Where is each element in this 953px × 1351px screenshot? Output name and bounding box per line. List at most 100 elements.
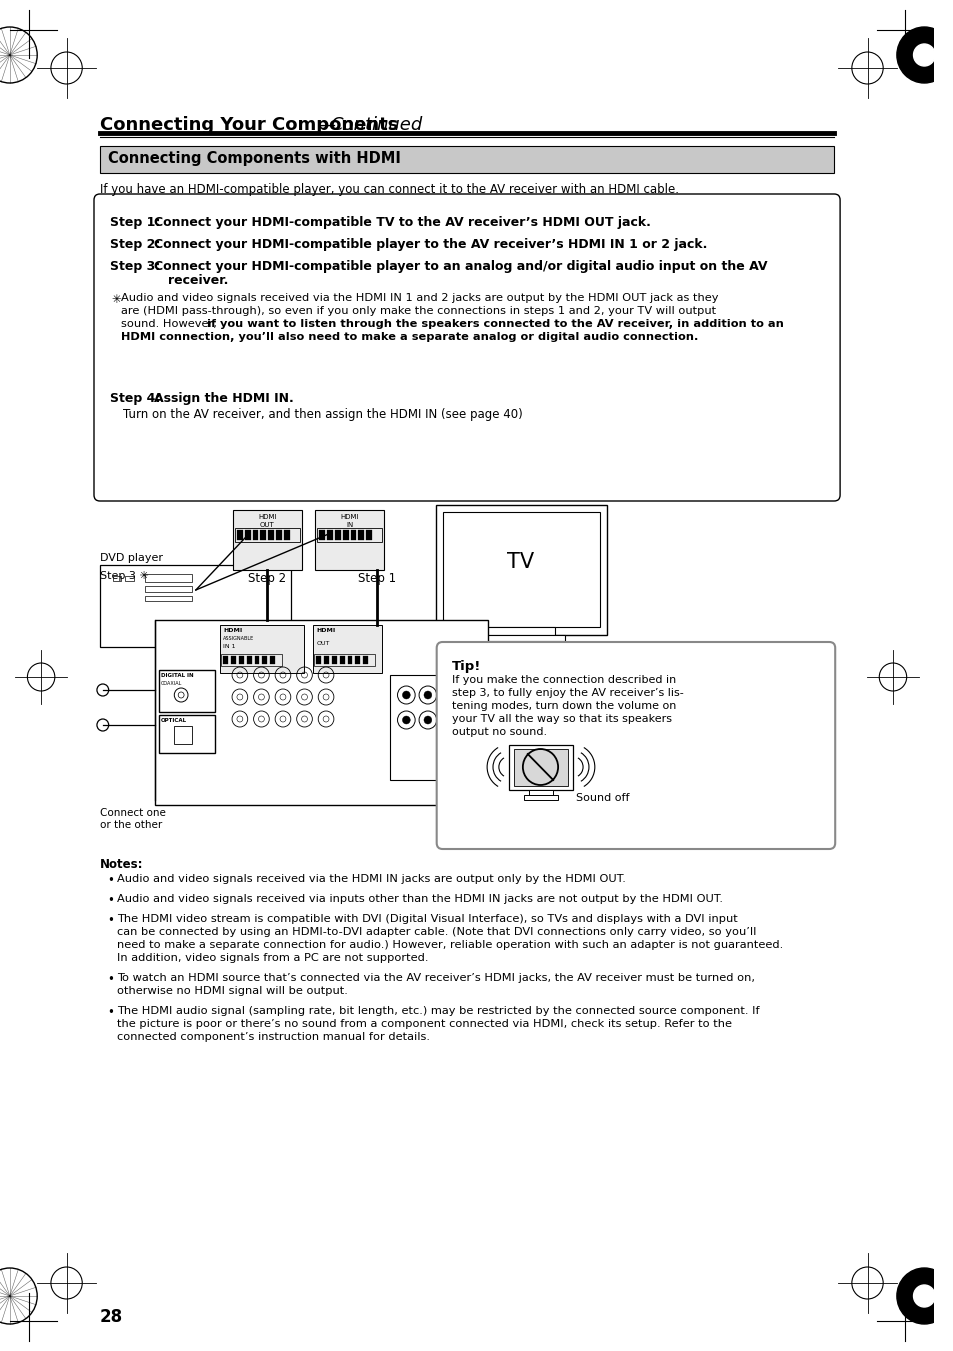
Text: if you want to listen through the speakers connected to the AV receiver, in addi: if you want to listen through the speake… (207, 319, 782, 330)
Circle shape (402, 716, 410, 724)
Text: Audio and video signals received via the HDMI IN 1 and 2 jacks are output by the: Audio and video signals received via the… (121, 293, 719, 303)
Text: OUT: OUT (316, 640, 330, 646)
Text: —: — (317, 116, 335, 134)
Circle shape (423, 690, 432, 698)
Text: the picture is poor or there’s no sound from a component connected via HDMI, che: the picture is poor or there’s no sound … (117, 1019, 732, 1029)
Bar (145, 586, 192, 592)
Text: or the other: or the other (100, 820, 162, 830)
Bar (268, 530, 274, 540)
Bar (245, 530, 251, 540)
Text: Assign the HDMI IN.: Assign the HDMI IN. (153, 392, 294, 405)
Text: Audio and video signals received via inputs other than the HDMI IN jacks are not: Audio and video signals received via inp… (117, 894, 722, 904)
Bar (233, 509, 301, 570)
Text: In addition, video signals from a PC are not supported.: In addition, video signals from a PC are… (117, 952, 429, 963)
Text: sound. However,: sound. However, (121, 319, 221, 330)
Text: ✳: ✳ (112, 293, 121, 305)
Bar (523, 794, 558, 800)
Text: Step 3 ✳: Step 3 ✳ (100, 571, 149, 581)
Bar (339, 657, 344, 663)
Bar (436, 505, 606, 635)
Bar (319, 530, 325, 540)
Text: HDMI: HDMI (340, 513, 358, 520)
Text: DVD player: DVD player (100, 553, 163, 563)
Circle shape (423, 716, 432, 724)
Text: your TV all the way so that its speakers: your TV all the way so that its speakers (452, 713, 672, 724)
Bar (366, 530, 372, 540)
Text: Step 2:: Step 2: (110, 238, 160, 251)
Bar (313, 626, 381, 673)
Bar (317, 528, 381, 542)
Bar (154, 620, 487, 805)
Text: IN 1: IN 1 (223, 644, 235, 648)
Bar (100, 565, 291, 647)
Text: HDMI: HDMI (223, 628, 242, 634)
Text: Connect your HDMI-compatible TV to the AV receiver’s HDMI OUT jack.: Connect your HDMI-compatible TV to the A… (153, 216, 650, 230)
Text: Audio and video signals received via the HDMI IN jacks are output only by the HD: Audio and video signals received via the… (117, 874, 626, 884)
Bar (223, 657, 228, 663)
Bar (363, 657, 368, 663)
Bar (174, 725, 192, 744)
Text: HDMI: HDMI (257, 513, 276, 520)
Text: ASSIGNABLE: ASSIGNABLE (223, 636, 254, 640)
Circle shape (896, 27, 951, 82)
Bar (125, 576, 134, 581)
Circle shape (896, 1269, 951, 1324)
Bar (158, 670, 215, 712)
Text: If you make the connection described in: If you make the connection described in (452, 676, 676, 685)
Text: The HDMI audio signal (sampling rate, bit length, etc.) may be restricted by the: The HDMI audio signal (sampling rate, bi… (117, 1006, 760, 1016)
Text: If you have an HDMI-compatible player, you can connect it to the AV receiver wit: If you have an HDMI-compatible player, y… (100, 182, 679, 196)
Text: Step 1: Step 1 (357, 571, 395, 585)
Text: •: • (108, 915, 114, 927)
FancyBboxPatch shape (94, 195, 840, 501)
Bar (350, 530, 356, 540)
Bar (332, 657, 336, 663)
Text: COAXIAL: COAXIAL (160, 681, 182, 686)
Bar (355, 657, 360, 663)
Bar (347, 657, 352, 663)
Text: The HDMI video stream is compatible with DVI (Digital Visual Interface), so TVs : The HDMI video stream is compatible with… (117, 915, 738, 924)
Bar (270, 657, 274, 663)
Text: HDMI: HDMI (316, 628, 335, 634)
Circle shape (913, 1285, 934, 1306)
Bar (316, 657, 321, 663)
Bar (158, 715, 215, 753)
Text: receiver.: receiver. (169, 274, 229, 286)
Bar (220, 626, 303, 673)
Text: connected component’s instruction manual for details.: connected component’s instruction manual… (117, 1032, 430, 1042)
Bar (327, 530, 333, 540)
Text: Step 3:: Step 3: (110, 259, 160, 273)
Bar (358, 530, 364, 540)
Text: Connect your HDMI-compatible player to the AV receiver’s HDMI IN 1 or 2 jack.: Connect your HDMI-compatible player to t… (153, 238, 706, 251)
Bar (335, 530, 340, 540)
Text: step 3, to fully enjoy the AV receiver’s lis-: step 3, to fully enjoy the AV receiver’s… (452, 688, 683, 698)
Text: Connect your HDMI-compatible player to an analog and/or digital audio input on t: Connect your HDMI-compatible player to a… (153, 259, 766, 273)
Text: •: • (108, 1006, 114, 1019)
FancyBboxPatch shape (436, 642, 834, 848)
Circle shape (913, 45, 934, 66)
Bar (253, 530, 258, 540)
Bar (234, 528, 299, 542)
Text: •: • (108, 973, 114, 986)
Text: Step 1:: Step 1: (110, 216, 160, 230)
Text: output no sound.: output no sound. (452, 727, 547, 738)
Bar (100, 146, 833, 173)
Text: DIGITAL IN: DIGITAL IN (160, 673, 193, 678)
Text: Sound off: Sound off (575, 793, 629, 802)
Bar (486, 627, 555, 635)
Text: Connecting Your Components: Connecting Your Components (100, 116, 397, 134)
Bar (262, 657, 267, 663)
Bar (231, 657, 235, 663)
Bar (509, 744, 572, 790)
Bar (442, 512, 599, 627)
Circle shape (402, 690, 410, 698)
Bar (389, 676, 477, 780)
Bar (145, 574, 192, 582)
Text: 28: 28 (100, 1308, 123, 1325)
Bar (247, 657, 252, 663)
Circle shape (97, 719, 109, 731)
Circle shape (445, 690, 453, 698)
Bar (284, 530, 290, 540)
Text: can be connected by using an HDMI-to-DVI adapter cable. (Note that DVI connectio: can be connected by using an HDMI-to-DVI… (117, 927, 756, 938)
Text: Notes:: Notes: (100, 858, 143, 871)
Text: HDMI connection, you’ll also need to make a separate analog or digital audio con: HDMI connection, you’ll also need to mak… (121, 332, 698, 342)
